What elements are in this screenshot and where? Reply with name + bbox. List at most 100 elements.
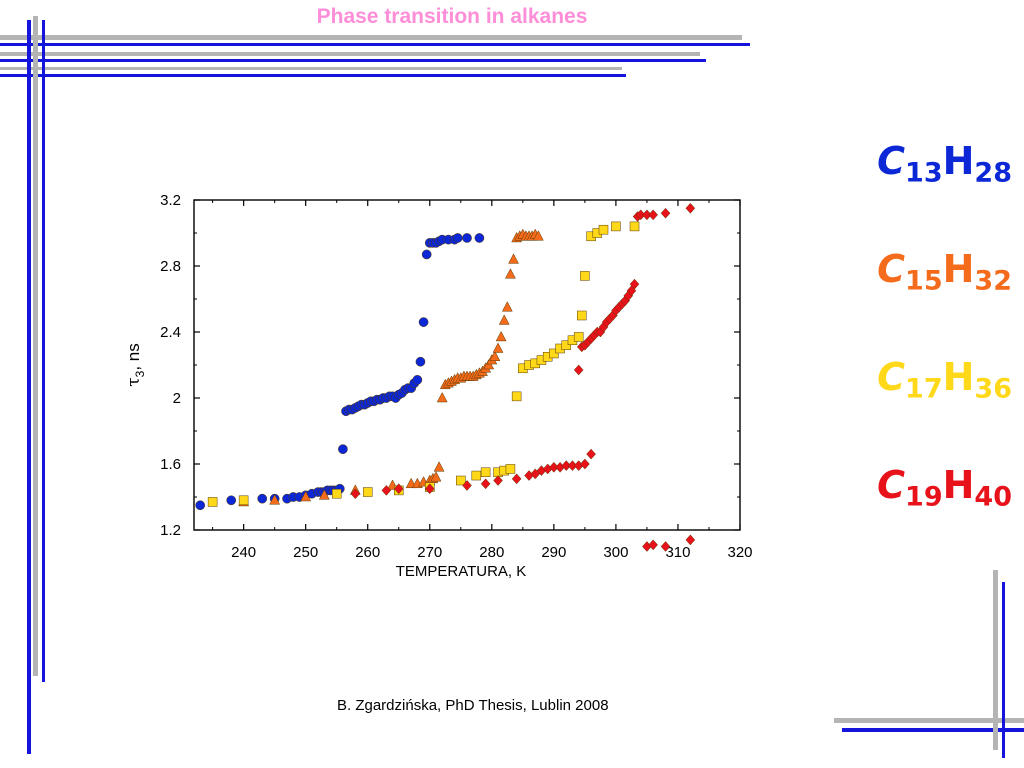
- data-point-square: [598, 224, 609, 235]
- formula-c15h32: C15H32: [877, 247, 1012, 295]
- y-axis-ticks: 1.2 1.6 2 2.4 2.8 3.2: [160, 192, 740, 539]
- formula-h-count: 32: [974, 265, 1012, 297]
- data-point-square: [577, 310, 587, 321]
- data-point-square: [549, 348, 559, 359]
- data-point-triangle: [532, 230, 544, 241]
- formula-c13h28: C13H28: [877, 139, 1012, 187]
- data-point-triangle: [300, 490, 312, 502]
- data-point-triangle: [495, 330, 507, 342]
- data-point-diamond: [424, 483, 435, 495]
- formula-c19h40: C19H40: [877, 463, 1012, 511]
- x-tick-label: 310: [665, 544, 690, 561]
- y-tick-label: 2.4: [160, 324, 181, 341]
- data-point-triangle: [433, 461, 445, 472]
- data-point-diamond: [393, 483, 404, 495]
- data-point-circle: [421, 249, 432, 260]
- data-point-square: [573, 332, 584, 342]
- data-point-square: [611, 221, 621, 232]
- data-point-square: [471, 470, 482, 481]
- formula-h-symbol: H: [942, 247, 975, 291]
- formula-c-count: 15: [905, 265, 943, 297]
- frame-line-gray-left: [33, 16, 38, 676]
- y-tick-label: 2.8: [160, 258, 181, 275]
- frame-line-blue-top-2: [0, 59, 706, 62]
- x-tick-label: 260: [355, 544, 380, 561]
- source-caption: B. Zgardzińska, PhD Thesis, Lublin 2008: [337, 697, 609, 714]
- data-point-circle: [474, 233, 485, 243]
- data-point-square: [331, 488, 342, 499]
- data-point-square: [505, 464, 516, 474]
- y-axis-label-subscript: 3: [133, 370, 147, 377]
- formula-c-symbol: C: [877, 247, 906, 291]
- frame-line-blue-left-1: [27, 20, 31, 754]
- data-point-diamond: [586, 448, 596, 460]
- frame-line-gray-top-2: [0, 52, 700, 56]
- frame-line-blue-top-1: [0, 43, 750, 46]
- formula-h-count: 36: [974, 373, 1012, 405]
- formula-c17h36: C17H36: [877, 355, 1012, 403]
- x-tick-label: 270: [417, 544, 442, 561]
- data-point-triangle: [508, 253, 519, 264]
- frame-line-blue-right: [1002, 582, 1005, 758]
- formula-h-symbol: H: [942, 463, 975, 507]
- data-point-square: [480, 467, 491, 477]
- data-point-circle: [415, 356, 426, 367]
- data-point-diamond: [648, 539, 658, 551]
- data-point-diamond: [573, 364, 584, 376]
- x-tick-label: 320: [727, 544, 752, 561]
- data-point-square: [580, 271, 590, 281]
- x-axis-label: TEMPERATURA, K: [396, 563, 527, 580]
- data-point-square: [511, 391, 522, 402]
- frame-line-gray-top-1: [0, 35, 742, 40]
- frame-line-gray-right: [993, 570, 998, 750]
- data-point-circle: [338, 444, 348, 454]
- x-axis-ticks: 240 250 260 270 280 290 300 310 320: [212, 200, 753, 561]
- data-point-triangle: [492, 342, 504, 353]
- y-tick-label: 1.2: [160, 522, 181, 539]
- data-point-triangle: [436, 391, 448, 403]
- data-point-circle: [452, 233, 463, 243]
- data-point-circle: [418, 317, 429, 327]
- data-point-circle: [412, 375, 423, 385]
- data-point-diamond: [660, 541, 671, 552]
- formula-h-symbol: H: [942, 355, 975, 399]
- frame-line-blue-left-2: [42, 20, 45, 682]
- slide-title: Phase transition in alkanes: [316, 5, 588, 28]
- data-point-square: [362, 487, 373, 497]
- data-point-circle: [226, 495, 237, 506]
- x-tick-label: 280: [479, 544, 504, 561]
- frame-line-gray-top-3: [0, 67, 622, 70]
- data-point-diamond: [350, 488, 361, 500]
- formula-c-symbol: C: [877, 355, 906, 399]
- data-point-triangle: [498, 314, 510, 325]
- frame-line-gray-bottom: [834, 718, 1024, 723]
- data-point-diamond: [511, 473, 522, 485]
- data-point-square: [456, 475, 466, 486]
- data-point-triangle: [501, 301, 513, 312]
- x-tick-label: 250: [293, 544, 318, 561]
- x-tick-label: 290: [541, 544, 566, 561]
- formula-h-count: 28: [974, 157, 1012, 189]
- formula-h-symbol: H: [942, 139, 975, 183]
- data-point-diamond: [660, 207, 671, 219]
- y-axis-label: τ3, ns: [124, 343, 147, 387]
- y-tick-label: 1.6: [160, 456, 181, 473]
- formula-c-symbol: C: [877, 139, 906, 183]
- frame-line-blue-bottom: [842, 728, 1024, 732]
- formula-h-count: 40: [974, 481, 1012, 513]
- data-point-circle: [257, 493, 268, 504]
- formula-c-count: 13: [905, 157, 943, 189]
- data-point-square: [629, 221, 640, 232]
- data-point-triangle: [318, 489, 330, 500]
- data-point-triangle: [430, 471, 442, 482]
- data-points: [195, 202, 696, 552]
- x-tick-label: 240: [231, 544, 256, 561]
- data-point-diamond: [685, 534, 696, 546]
- x-tick-label: 300: [603, 544, 628, 561]
- data-point-circle: [195, 500, 206, 511]
- y-axis-label-unit: , ns: [124, 343, 143, 370]
- y-tick-label: 2: [173, 390, 181, 407]
- data-point-square: [238, 495, 249, 506]
- data-point-diamond: [685, 202, 696, 214]
